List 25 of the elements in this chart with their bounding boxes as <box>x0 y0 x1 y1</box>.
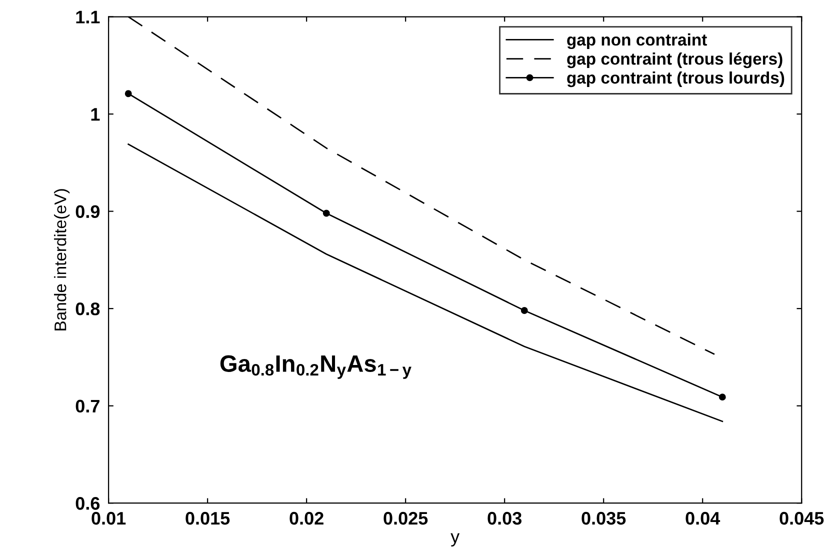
x-tick-label: 0.02 <box>290 512 324 525</box>
legend-label: gap contraint (trous légers) <box>567 52 782 68</box>
x-tick-label: 0.03 <box>488 512 522 525</box>
y-axis-title: Bande interdite(eV) <box>54 189 70 330</box>
x-tick-label: 0.04 <box>686 512 720 525</box>
point <box>520 307 528 314</box>
legend-label: gap contraint (trous lourds) <box>567 71 784 88</box>
x-axis-title: y <box>450 533 460 546</box>
x-tick-label: 0.01 <box>92 512 126 525</box>
x-tick-label: 0.015 <box>186 512 230 525</box>
y-tick-label: 0.9 <box>76 205 100 218</box>
line-series <box>128 143 724 422</box>
x-tick-label: 0.025 <box>384 512 428 525</box>
y-tick-label: 0.6 <box>76 497 100 510</box>
x-tick-label: 0.035 <box>582 512 626 525</box>
point <box>718 394 726 401</box>
annotation: Ga$_{0.8}$In$_{0.2}$N$_{y}$As$_{1−y}$ <box>220 355 412 379</box>
y-tick-label: 0.8 <box>76 302 100 316</box>
legend-label: gap non contraint <box>567 33 707 50</box>
point <box>124 90 132 98</box>
y-tick-label: 0.7 <box>76 400 100 413</box>
point <box>322 210 330 217</box>
y-tick-label: 1.1 <box>76 10 100 24</box>
x-tick-label: 0.045 <box>780 512 824 525</box>
y-tick-label: 1 <box>91 108 100 121</box>
